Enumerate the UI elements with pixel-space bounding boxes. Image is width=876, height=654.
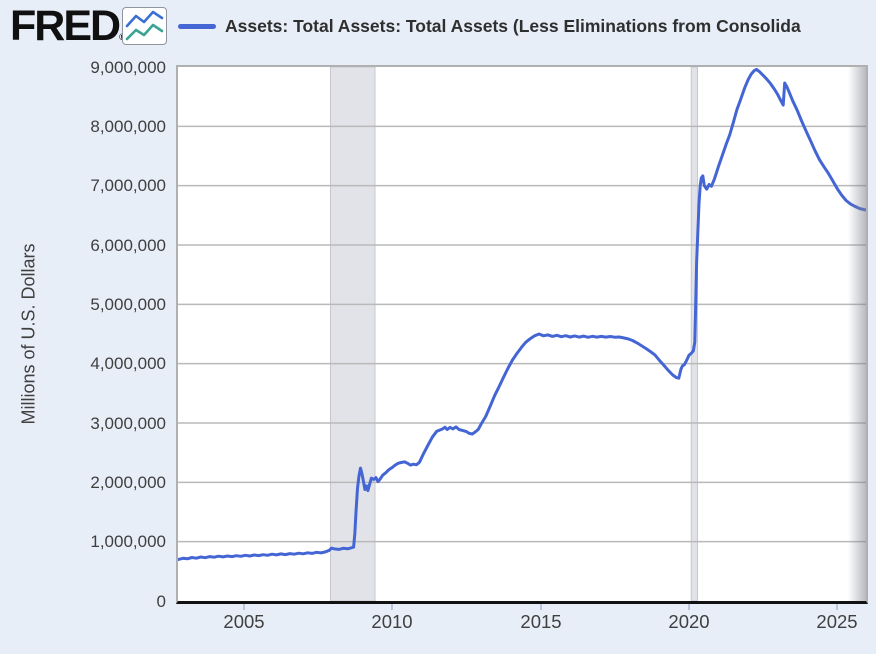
fred-logo[interactable]: FRED®	[10, 2, 126, 50]
y-axis-tick-label: 0	[156, 592, 166, 611]
x-axis-tick-mark	[688, 604, 690, 610]
fred-logo-text: FRED	[10, 2, 121, 50]
x-axis-tick-label: 2025	[816, 611, 858, 632]
plot-right-edge-fade	[848, 67, 866, 601]
y-axis-tick-label: 1,000,000	[90, 532, 166, 551]
x-axis-tick-mark	[391, 604, 393, 610]
y-axis-tick-label: 8,000,000	[90, 117, 166, 136]
y-axis-tick-label: 4,000,000	[90, 354, 166, 373]
y-axis-tick-label: 7,000,000	[90, 176, 166, 195]
fred-sparkline-icon	[122, 7, 167, 45]
y-axis-tick-label: 2,000,000	[90, 473, 166, 492]
x-axis-tick-label: 2020	[668, 611, 710, 632]
y-axis-tick-label: 6,000,000	[90, 236, 166, 255]
x-axis-tick-label: 2015	[520, 611, 562, 632]
x-axis-tick-mark	[836, 604, 838, 610]
x-axis-tick-label: 2005	[223, 611, 265, 632]
chart-legend: Assets: Total Assets: Total Assets (Less…	[178, 13, 801, 39]
legend-series-label[interactable]: Assets: Total Assets: Total Assets (Less…	[225, 15, 801, 36]
y-axis-tick-label: 5,000,000	[90, 295, 166, 314]
y-axis-tick-label: 9,000,000	[90, 58, 166, 77]
y-axis-tick-label: 3,000,000	[90, 414, 166, 433]
x-axis-tick-mark	[540, 604, 542, 610]
x-axis-tick-mark	[243, 604, 245, 610]
plot-area[interactable]	[176, 65, 868, 604]
legend-line-key	[178, 23, 216, 29]
recession-band	[329, 67, 376, 601]
x-axis-tick-label: 2010	[371, 611, 413, 632]
series-line[interactable]	[178, 67, 866, 561]
